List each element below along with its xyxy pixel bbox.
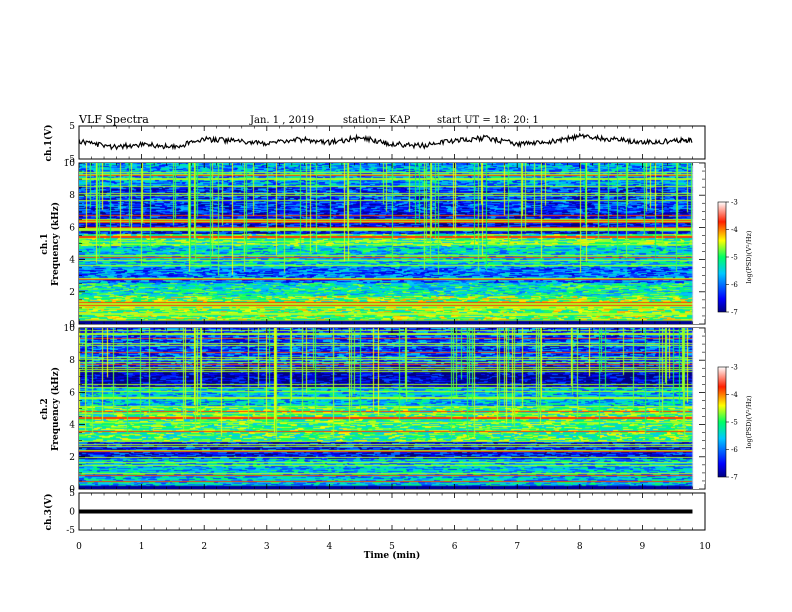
- x-tick-label: 8: [577, 542, 583, 552]
- y-tick-label: 5: [69, 489, 75, 499]
- colorbar-tick-label: -7: [731, 474, 738, 482]
- ch1-colorbar: -3 -4 -5 -6 -7 log(PSD)(V²/Hz): [717, 199, 753, 317]
- y-tick-label: 6: [69, 388, 75, 398]
- ch1-spectrogram-channel-label: ch.1: [40, 233, 50, 254]
- ch2-colorbar-label: log(PSD)(V²/Hz): [745, 395, 753, 448]
- y-tick-label: 0: [69, 508, 75, 518]
- y-tick-label: 2: [69, 288, 75, 298]
- ch1-colorbar-label: log(PSD)(V²/Hz): [745, 230, 753, 283]
- ch1-spectrogram: [79, 163, 705, 324]
- start-time-label: start UT = 18: 20: 1: [437, 115, 539, 126]
- colorbar-tick-label: -5: [731, 419, 738, 427]
- y-tick-label: 2: [69, 453, 75, 463]
- y-tick-label: 8: [69, 191, 75, 201]
- x-tick-label: 7: [514, 542, 520, 552]
- y-tick-label: 10: [64, 324, 76, 334]
- ch3-voltage-ylabel: ch.3(V): [43, 494, 54, 531]
- colorbar-tick-label: -3: [731, 364, 738, 372]
- x-tick-label: 9: [640, 542, 646, 552]
- x-axis-ticks: 0 1 2 3 4 5 6 7 8 9 10: [76, 126, 711, 552]
- colorbar-tick-label: -6: [731, 281, 738, 289]
- ch1-voltage-ylabel: ch.1(V): [43, 125, 54, 162]
- colorbar-tick-label: -6: [731, 446, 738, 454]
- y-tick-label: 4: [69, 421, 75, 431]
- x-tick-label: 3: [264, 542, 270, 552]
- y-tick-label: 0: [69, 320, 75, 330]
- spectrogram-image: [79, 328, 705, 489]
- y-tick-label: -5: [66, 155, 75, 165]
- colorbar-tick-label: -5: [731, 254, 738, 262]
- x-tick-label: 5: [389, 542, 395, 552]
- x-tick-label: 4: [327, 542, 333, 552]
- ch1-spectrogram-ylabel: Frequency (kHz): [50, 202, 61, 286]
- ch2-colorbar-ticks: -3 -4 -5 -6 -7: [726, 364, 738, 482]
- y-tick-label: 0: [69, 485, 75, 495]
- colorbar-tick-label: -4: [731, 391, 738, 399]
- date-label: Jan. 1 , 2019: [249, 115, 314, 126]
- station-label: station= KAP: [343, 115, 411, 126]
- ch1-colorbar-scale: [717, 201, 727, 313]
- x-tick-label: 10: [699, 542, 711, 552]
- ch2-spectrogram-channel-label: ch.2: [40, 398, 50, 419]
- figure-title: VLF Spectra: [78, 113, 149, 126]
- ch2-colorbar: -3 -4 -5 -6 -7 log(PSD)(V²/Hz): [717, 364, 753, 482]
- x-tick-label: 2: [201, 542, 207, 552]
- ch2-spectrogram-ylabel: Frequency (kHz): [50, 367, 61, 451]
- ch2-spectrogram: [79, 328, 705, 489]
- ch2-colorbar-scale: [717, 366, 727, 478]
- ch1-voltage-line: [78, 132, 693, 151]
- ch1-colorbar-ticks: -3 -4 -5 -6 -7: [726, 199, 738, 317]
- x-tick-label: 0: [76, 542, 82, 552]
- colorbar-tick-label: -4: [731, 226, 738, 234]
- spectrogram-image: [79, 163, 705, 324]
- y-tick-label: 5: [69, 122, 75, 132]
- y-tick-label: 8: [69, 356, 75, 366]
- colorbar-tick-label: -3: [731, 199, 738, 207]
- x-tick-label: 1: [139, 542, 145, 552]
- colorbar-tick-label: -7: [731, 309, 738, 317]
- y-tick-label: 6: [69, 223, 75, 233]
- y-tick-label: 4: [69, 256, 75, 266]
- y-tick-label: -5: [66, 526, 75, 536]
- x-tick-label: 6: [452, 542, 458, 552]
- x-axis-label: Time (min): [364, 550, 421, 561]
- y-tick-label: 10: [64, 159, 76, 169]
